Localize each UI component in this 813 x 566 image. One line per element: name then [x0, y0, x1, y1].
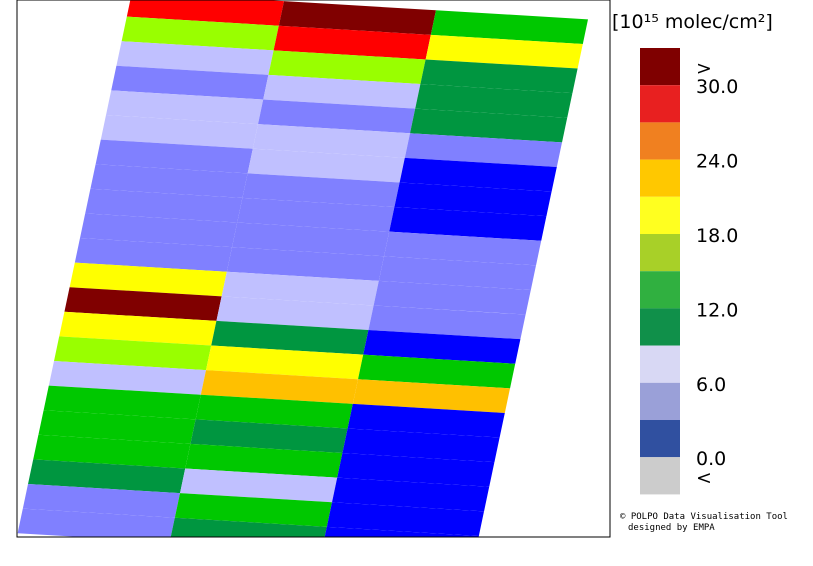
swath-pixel: [17, 508, 175, 537]
swath-pixel: [232, 222, 390, 257]
colorbar-label: >: [696, 58, 712, 80]
swath-pixel: [394, 182, 552, 217]
swath-pixel: [363, 330, 521, 364]
swath-pixel: [69, 262, 227, 297]
colorbar: >30.0 24.0 18.0 12.0 6.0 0.0<: [640, 48, 738, 495]
swath-pixel: [195, 394, 353, 429]
swath-pixel: [410, 108, 568, 143]
swath-pixel: [247, 148, 405, 183]
swath-pixel: [185, 443, 343, 478]
colorbar-label: 30.0: [696, 76, 738, 98]
swath-pixel: [174, 493, 332, 527]
swath-pixel: [206, 345, 364, 380]
swath-pixel: [430, 10, 588, 44]
swath-pixel: [22, 484, 180, 518]
colorbar-box: [640, 159, 680, 197]
swath-pixel: [116, 41, 274, 75]
swath-pixel: [332, 477, 490, 512]
swath-pixel: [389, 207, 547, 241]
swath-pixel: [226, 247, 384, 281]
swath-pixel: [59, 311, 217, 346]
swath-pixel: [111, 65, 269, 100]
swath-pixel: [200, 370, 358, 404]
swath-pixel: [237, 197, 395, 232]
swath-pixel: [54, 336, 212, 371]
swath-pixel: [121, 16, 279, 51]
swath-pixel: [324, 526, 479, 537]
swath-pixel: [399, 157, 557, 192]
colorbar-box: [640, 308, 680, 346]
swath-pixel: [326, 502, 484, 536]
swath-pixel: [268, 50, 426, 85]
colorbar-label: 18.0: [696, 225, 738, 247]
swath-pixel: [43, 385, 201, 420]
swath-pixel: [33, 434, 191, 469]
swath-pixel: [48, 361, 206, 395]
swath-pixel: [242, 173, 400, 208]
colorbar-box: [640, 345, 680, 383]
swath-pixel: [38, 410, 196, 444]
colorbar-box: [640, 122, 680, 160]
swath-pixel: [373, 280, 531, 315]
colorbar-label: 0.0: [696, 448, 726, 470]
swath-pixel: [425, 34, 583, 69]
swath-pixel: [64, 287, 222, 321]
swath-pixel: [90, 164, 248, 198]
swath-pixel: [258, 99, 416, 134]
swath-pixel: [404, 133, 562, 167]
swath-pixel: [420, 59, 578, 94]
colorbar-label: 24.0: [696, 151, 738, 173]
colorbar-box: [640, 457, 680, 495]
swath-pixel: [368, 305, 526, 340]
swath-pixel: [221, 271, 379, 306]
swath-pixel: [85, 188, 243, 223]
swath-pixel: [95, 139, 253, 174]
swath-pixel: [415, 84, 573, 118]
colorbar-box: [640, 234, 680, 272]
colorbar-label: 12.0: [696, 299, 738, 321]
swath-pixel: [126, 0, 284, 26]
colorbar-box: [640, 196, 680, 234]
swath-pixel: [80, 213, 238, 248]
colorbar-box: [640, 271, 680, 309]
swath-pixel: [278, 1, 436, 35]
credit-line: designed by EMPA: [628, 523, 715, 533]
swath-pixel: [74, 238, 232, 272]
swath-pixel: [347, 403, 505, 438]
swath-pixel: [337, 453, 495, 487]
colorbar-box: [640, 85, 680, 123]
colorbar-box: [640, 420, 680, 458]
colorbar-label: 6.0: [696, 374, 726, 396]
credit-line: © POLPO Data Visualisation Tool: [620, 512, 788, 522]
colorbar-label: <: [696, 467, 712, 489]
swath-pixel: [378, 256, 536, 290]
swath-pixel: [252, 124, 410, 158]
swath-pixel: [273, 25, 431, 60]
colorbar-box: [640, 48, 680, 86]
swath: [17, 0, 588, 537]
map-frame: [16, 0, 611, 538]
swath-pixel: [106, 90, 264, 125]
swath-pixel: [100, 115, 258, 149]
swath-pixel: [352, 379, 510, 413]
legend-unit: [10¹⁵ molec/cm²]: [612, 11, 773, 33]
swath-pixel: [28, 459, 186, 494]
swath-pixel: [170, 517, 327, 537]
swath-pixel: [342, 428, 500, 463]
swath-pixel: [180, 468, 338, 503]
swath-pixel: [190, 419, 348, 454]
swath-pixel: [211, 320, 369, 355]
swath-pixel: [384, 231, 542, 266]
swath-pixel: [358, 354, 516, 389]
swath-pixel: [216, 296, 374, 331]
swath-pixel: [263, 74, 421, 109]
colorbar-box: [640, 382, 680, 420]
